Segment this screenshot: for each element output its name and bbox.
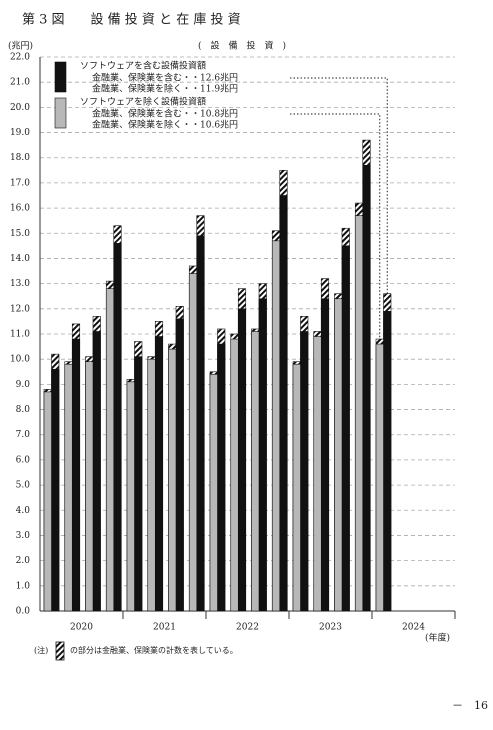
y-tick-label: 14.0: [10, 254, 30, 264]
chart-subtitle: ( 設 備 投 資 ): [198, 40, 286, 52]
y-tick-label: 16.0: [10, 204, 30, 214]
bar: [85, 361, 94, 612]
note-mark: (注): [34, 645, 48, 655]
y-tick-label: 9.0: [16, 380, 31, 390]
bar: [230, 338, 239, 612]
y-tick-label: 20.0: [10, 103, 30, 113]
bar: [92, 331, 101, 612]
y-tick-label: 8.0: [16, 405, 31, 415]
y-tick-label: 19.0: [10, 128, 30, 138]
y-tick-label: 18.0: [10, 153, 30, 163]
note-icon: [55, 641, 65, 661]
bar: [43, 391, 52, 612]
bar: [113, 243, 122, 612]
legend-title: ソフトウェアを含む設備投資額: [80, 60, 206, 72]
bar: [375, 343, 384, 612]
bar: [258, 298, 267, 612]
y-tick-label: 11.0: [10, 330, 30, 340]
legend-label: 金融業、保険業を含む・・10.8兆円: [92, 108, 238, 120]
bar: [147, 358, 156, 612]
bar: [334, 298, 343, 612]
bar: [168, 348, 177, 612]
x-axis-label: (年度): [425, 632, 450, 644]
legend-label: 金融業、保険業を除く・・10.6兆円: [92, 119, 238, 131]
bar: [51, 368, 60, 612]
y-tick-label: 7.0: [16, 430, 31, 440]
x-tick-label: 2021: [153, 623, 176, 633]
bar: [271, 240, 281, 612]
bar: [154, 336, 164, 612]
x-tick-label: 2020: [70, 623, 93, 633]
legend-label: 金融業、保険業を除く・・11.9兆円: [92, 83, 238, 95]
y-tick-label: 15.0: [10, 229, 30, 239]
bar: [188, 273, 198, 612]
legend-swatch: [54, 97, 67, 129]
note-text: の部分は金融業、保険業の計数を表している。: [70, 645, 238, 655]
page-number: － 16: [452, 699, 488, 712]
bar: [196, 235, 205, 612]
bar: [237, 308, 247, 612]
bar: [320, 298, 330, 612]
bar: [217, 343, 226, 612]
bar: [362, 164, 371, 612]
bar: [64, 363, 73, 612]
bar: [251, 331, 260, 612]
legend-swatch: [54, 61, 67, 93]
y-tick-label: 1.0: [16, 581, 31, 591]
bar: [209, 373, 218, 612]
bar: [71, 338, 81, 612]
y-tick-label: 3.0: [16, 531, 31, 541]
y-tick-label: 4.0: [16, 506, 31, 516]
bar: [383, 311, 392, 612]
bar: [354, 215, 364, 612]
leader-line: [290, 77, 388, 294]
bar: [341, 245, 350, 612]
bar: [175, 318, 184, 612]
legend-title: ソフトウェアを除く設備投資額: [80, 96, 206, 108]
bar: [134, 356, 143, 612]
y-tick-label: 6.0: [16, 455, 31, 465]
bar: [292, 363, 301, 612]
y-tick-label: 12.0: [10, 304, 30, 314]
y-tick-label: 2.0: [16, 556, 31, 566]
x-tick-label: 2022: [236, 623, 259, 633]
y-tick-label: 22.0: [10, 53, 30, 63]
chart-title: 第 3 図 設 備 投 資 と 在 庫 投 資: [22, 12, 241, 28]
y-tick-label: 0.0: [16, 607, 31, 617]
bar: [279, 195, 288, 612]
y-tick-label: 5.0: [16, 481, 31, 491]
y-tick-label: 21.0: [10, 78, 30, 88]
y-tick-label: 17.0: [10, 178, 30, 188]
x-tick-label: 2024: [402, 623, 425, 633]
bar: [313, 336, 322, 612]
bar: [126, 381, 135, 612]
bar: [105, 288, 115, 612]
bar: [300, 331, 309, 612]
y-tick-label: 10.0: [10, 355, 30, 365]
y-axis-label: (兆円): [8, 41, 33, 52]
y-tick-label: 13.0: [10, 279, 30, 289]
legend-label: 金融業、保険業を含む・・12.6兆円: [92, 72, 238, 84]
x-tick-label: 2023: [319, 623, 342, 633]
